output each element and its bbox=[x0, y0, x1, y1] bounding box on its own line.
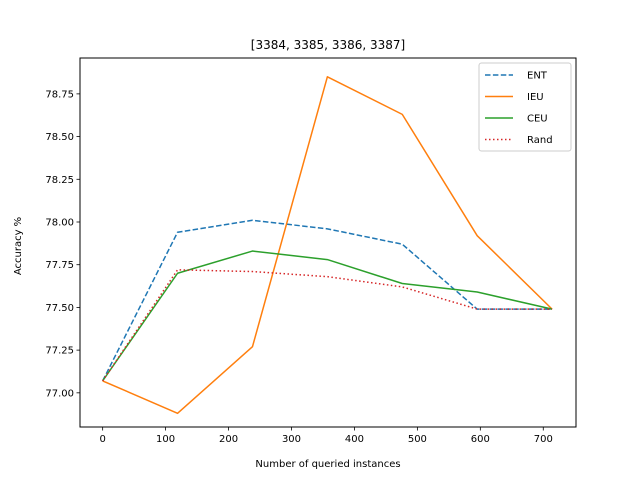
legend: ENT IEU CEU Rand bbox=[478, 62, 572, 152]
x-tick-label: 500 bbox=[408, 434, 427, 445]
x-tick-label: 100 bbox=[156, 434, 175, 445]
y-tick-label: 78.25 bbox=[45, 175, 74, 186]
y-tick-label: 78.75 bbox=[45, 89, 74, 100]
chart-title: [3384, 3385, 3386, 3387] bbox=[251, 38, 405, 52]
plot-frame bbox=[79, 57, 577, 428]
x-axis-label: Number of queried instances bbox=[255, 459, 400, 470]
y-tick-label: 77.00 bbox=[45, 388, 74, 399]
y-tick-label: 77.25 bbox=[45, 346, 74, 357]
y-tick-label: 78.00 bbox=[45, 218, 74, 229]
y-tick-label: 78.50 bbox=[45, 132, 74, 143]
series-line-ent bbox=[101, 219, 553, 382]
x-tick-label: 600 bbox=[471, 434, 490, 445]
axis-ticks: 0 100 200 300 400 500 600 700 77.00 77.25 77.50 77.… bbox=[45, 89, 552, 445]
x-tick-label: 200 bbox=[219, 434, 238, 445]
legend-label-ent: ENT bbox=[527, 71, 548, 82]
series-line-ceu bbox=[102, 250, 553, 382]
series-line-ieu bbox=[102, 76, 553, 415]
legend-label-rand: Rand bbox=[527, 135, 553, 146]
x-tick-label: 400 bbox=[345, 434, 364, 445]
x-tick-label: 0 bbox=[99, 434, 105, 445]
y-tick-label: 77.50 bbox=[45, 303, 74, 314]
y-tick-label: 77.75 bbox=[45, 260, 74, 271]
series-layer bbox=[101, 76, 553, 415]
y-axis-label: Accuracy % bbox=[13, 217, 24, 275]
legend-label-ceu: CEU bbox=[527, 114, 548, 125]
x-tick-label: 300 bbox=[282, 434, 301, 445]
legend-label-ieu: IEU bbox=[527, 92, 544, 103]
x-tick-label: 700 bbox=[534, 434, 553, 445]
legend-box bbox=[478, 62, 572, 152]
series-line-rand bbox=[102, 269, 553, 382]
